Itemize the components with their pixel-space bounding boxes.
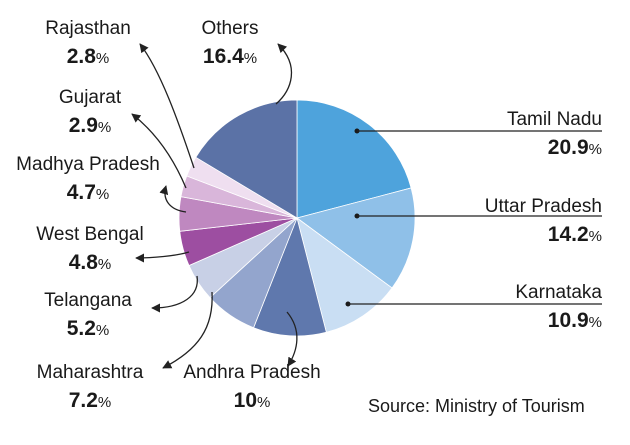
leader-arrow-madhya-pradesh (159, 185, 187, 213)
slice-value-rajasthan: 2.8% (67, 45, 110, 68)
leader-arrow-andhra-pradesh (286, 311, 298, 367)
slice-label-karnataka: Karnataka (515, 282, 602, 303)
pie-slice-andhra-pradesh (253, 216, 327, 337)
slice-label-telangana: Telangana (44, 290, 132, 311)
leader-arrow-gujarat (131, 113, 187, 189)
slice-value-west-bengal: 4.8% (69, 251, 112, 274)
source-note: Source: Ministry of Tourism (368, 396, 585, 416)
slice-label-uttar-pradesh: Uttar Pradesh (485, 196, 602, 217)
slice-label-rajasthan: Rajasthan (45, 18, 131, 39)
slice-value-uttar-pradesh: 14.2% (548, 223, 602, 246)
slice-value-others: 16.4% (203, 45, 257, 68)
pie-slice-tamil-nadu (296, 99, 412, 219)
slice-value-gujarat: 2.9% (69, 114, 112, 137)
slice-value-maharashtra: 7.2% (69, 389, 112, 412)
slice-label-tamil-nadu: Tamil Nadu (507, 109, 602, 130)
slice-label-madhya-pradesh: Madhya Pradesh (16, 154, 160, 175)
leader-arrow-maharashtra (162, 291, 213, 369)
slice-value-madhya-pradesh: 4.7% (67, 181, 110, 204)
slice-label-andhra-pradesh: Andhra Pradesh (183, 362, 320, 383)
leader-arrow-telangana (151, 275, 198, 313)
slice-label-west-bengal: West Bengal (36, 224, 143, 245)
pie-slice-others (195, 99, 298, 219)
leader-arrow-others (275, 43, 293, 105)
slice-label-maharashtra: Maharashtra (37, 362, 144, 383)
slice-label-others: Others (201, 18, 258, 39)
leader-lines (131, 43, 602, 369)
pie-slices (178, 99, 416, 337)
slice-labels: Tamil Nadu 20.9% Uttar Pradesh 14.2% Karnata… (16, 18, 602, 412)
slice-value-andhra-pradesh: 10% (234, 389, 271, 412)
slice-label-gujarat: Gujarat (59, 87, 122, 108)
slice-value-telangana: 5.2% (67, 317, 110, 340)
pie-slice-uttar-pradesh (296, 187, 416, 289)
slice-value-tamil-nadu: 20.9% (548, 136, 602, 159)
slice-value-karnataka: 10.9% (548, 309, 602, 332)
leader-arrow-west-bengal (135, 251, 190, 263)
leader-arrow-rajasthan (139, 43, 195, 169)
